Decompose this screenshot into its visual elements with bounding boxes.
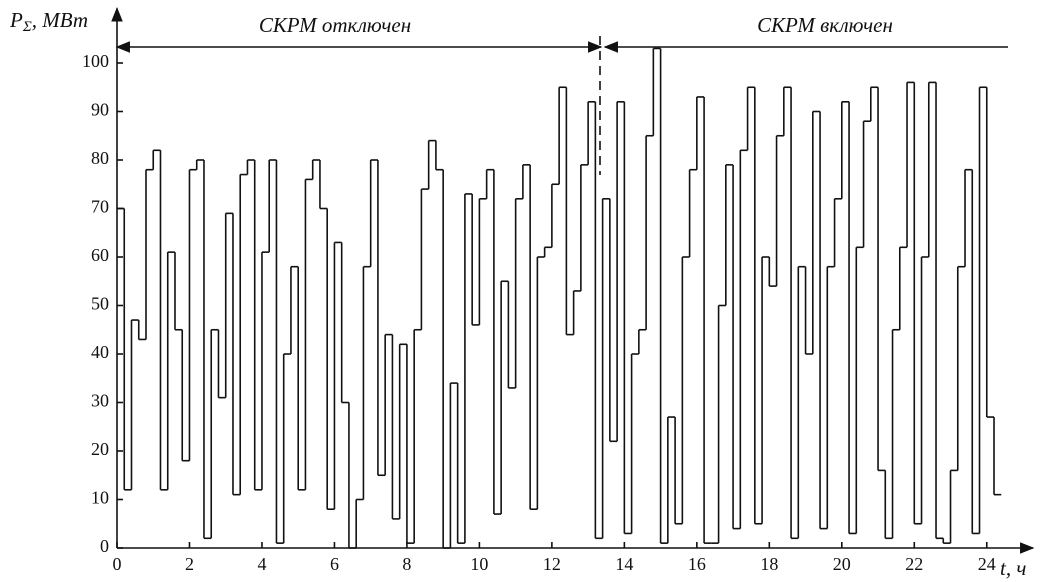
- y-tick-label: 0: [100, 536, 109, 556]
- x-tick-label: 22: [905, 554, 923, 574]
- x-axis-label: t, ч: [1000, 556, 1026, 580]
- y-tick-label: 90: [91, 100, 109, 120]
- x-tick-label: 10: [470, 554, 488, 574]
- x-tick-label: 2: [185, 554, 194, 574]
- y-tick-label: 10: [91, 488, 109, 508]
- y-axis-label: PΣ, МВт: [9, 8, 88, 36]
- x-tick-label: 6: [330, 554, 339, 574]
- x-tick-label: 0: [113, 554, 122, 574]
- x-tick-label: 18: [760, 554, 778, 574]
- y-tick-label: 20: [91, 439, 109, 459]
- y-tick-label: 40: [91, 342, 109, 362]
- annotation: СКРМ отключен: [259, 13, 411, 37]
- x-tick-label: 12: [543, 554, 561, 574]
- y-tick-label: 70: [91, 197, 109, 217]
- x-tick-label: 4: [257, 554, 266, 574]
- x-tick-label: 8: [402, 554, 411, 574]
- y-tick-label: 60: [91, 245, 109, 265]
- x-tick-label: 24: [978, 554, 996, 574]
- x-tick-label: 16: [688, 554, 706, 574]
- y-tick-label: 50: [91, 294, 109, 314]
- y-tick-label: 100: [82, 51, 109, 71]
- y-tick-label: 30: [91, 391, 109, 411]
- y-tick-label: 80: [91, 148, 109, 168]
- x-tick-label: 20: [833, 554, 851, 574]
- annotation: СКРМ включен: [757, 13, 893, 37]
- x-tick-label: 14: [615, 554, 633, 574]
